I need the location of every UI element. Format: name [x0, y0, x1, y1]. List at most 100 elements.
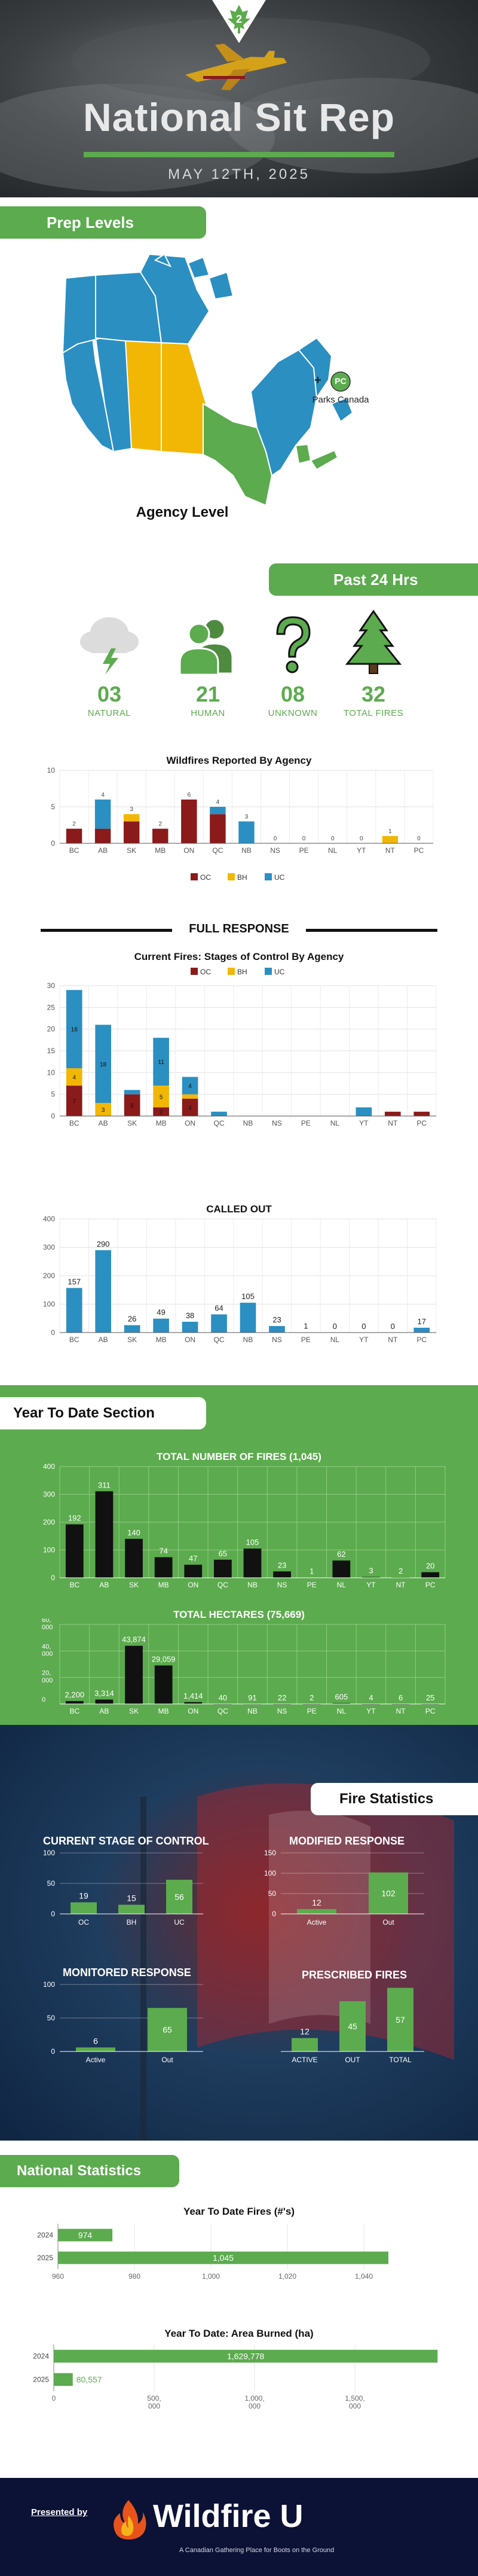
x-tick-label: PE: [299, 846, 309, 855]
x-tick-label: SK: [129, 1581, 139, 1589]
bar: [95, 1491, 114, 1578]
map-region-mb: [161, 342, 207, 456]
data-label: 45: [348, 2022, 357, 2031]
bar: [269, 1326, 285, 1333]
bar-segment-oc: [66, 1086, 82, 1116]
y-tick-label: 100: [43, 1546, 55, 1554]
x-tick-label: AB: [99, 1707, 109, 1715]
data-label: 22: [278, 1693, 286, 1702]
data-label: 0: [331, 836, 335, 842]
page-title: National Sit Rep: [82, 95, 396, 139]
bar: [148, 2008, 187, 2051]
x-tick-label: AB: [99, 1119, 108, 1127]
legend-label: BH: [237, 873, 247, 882]
bar: [153, 1318, 169, 1333]
legend-label: BH: [237, 968, 247, 976]
bar: [339, 2001, 366, 2051]
data-label: 0: [361, 1322, 366, 1331]
bar-segment-uc: [66, 990, 82, 1069]
data-label: 157: [68, 1277, 81, 1286]
x-tick-label: NT: [388, 1336, 398, 1344]
bar-segment-oc: [413, 1111, 430, 1116]
bar: [154, 1557, 173, 1578]
data-label: 2: [158, 821, 162, 828]
x-tick-label: MB: [158, 1581, 169, 1589]
data-label: 19: [79, 1891, 88, 1901]
bar: [71, 1902, 97, 1914]
data-label: 2: [310, 1693, 314, 1702]
x-tick-label: NT: [396, 1707, 406, 1715]
data-label: 56: [174, 1892, 184, 1901]
x-tick-label: ON: [188, 1707, 198, 1715]
data-label: 3: [369, 1566, 373, 1575]
x-tick-label: NS: [272, 1119, 282, 1127]
divider-left: [41, 929, 172, 932]
x-tick-label: NS: [270, 846, 280, 855]
data-label: 64: [215, 1304, 223, 1313]
bar: [95, 1699, 114, 1704]
data-label: 1: [310, 1567, 314, 1576]
ytd-fires-compare-title: Year To Date Fires (#'s): [183, 2206, 295, 2217]
data-label: 290: [97, 1239, 110, 1248]
data-label: 1,629,778: [227, 2352, 264, 2361]
y-tick-label: 200: [43, 1518, 55, 1526]
x-tick-label: PC: [425, 1707, 436, 1715]
bar: [369, 1872, 408, 1914]
data-label: 105: [246, 1538, 259, 1547]
y-tick-label: 0: [42, 1696, 45, 1703]
bar: [211, 1314, 227, 1333]
x-tick-label: YT: [357, 846, 366, 855]
x-tick-label: ACTIVE: [292, 2056, 317, 2064]
called-out-chart-title: CALLED OUT: [206, 1203, 272, 1215]
data-label: 0: [274, 836, 277, 842]
stages-chart-title: Current Fires: Stages of Control By Agen…: [134, 951, 344, 962]
x-tick-label: AB: [98, 846, 108, 855]
x-tick-label: PC: [416, 1336, 427, 1344]
parks-canada-label: Parks Canada: [312, 395, 369, 405]
pc-plus: +: [314, 374, 321, 387]
brand-name[interactable]: Wildfire U: [153, 2498, 304, 2534]
x-tick-label: OC: [78, 1918, 89, 1926]
x-tick-label: PC: [416, 1119, 427, 1127]
segment-label: 3: [102, 1107, 105, 1114]
x-tick-label: UC: [174, 1918, 185, 1926]
bar: [54, 2349, 438, 2363]
data-label: 38: [186, 1311, 194, 1320]
legend-swatch-oc: [191, 873, 198, 880]
bar: [387, 1987, 413, 2051]
y-tick-label: 0: [51, 1328, 55, 1337]
x-tick-label: NL: [337, 1581, 347, 1589]
maple-leaf-icon: [228, 5, 250, 33]
y-tick-label: 50: [47, 2014, 56, 2022]
x-tick-label: MB: [158, 1707, 169, 1715]
segment-label: 4: [72, 1075, 76, 1081]
x-tick-label: Active: [307, 1918, 327, 1926]
data-label: 0: [391, 1322, 395, 1331]
segment-label: 5: [130, 1103, 134, 1109]
segment-label: 2: [160, 1109, 163, 1116]
y-tick-label: 0: [272, 1910, 276, 1918]
fire-stats-tab: Fire Statistics: [311, 1783, 478, 1815]
data-label: 25: [426, 1693, 434, 1702]
data-label: 1,045: [213, 2253, 234, 2263]
y-tick-label: 10: [47, 1068, 56, 1077]
unknown-count: 08: [280, 682, 305, 706]
x-tick-label: NS: [277, 1581, 287, 1589]
bar-segment-oc: [66, 828, 82, 843]
stage-of-control-title: CURRENT STAGE OF CONTROL: [43, 1835, 209, 1847]
data-label: 65: [219, 1549, 227, 1558]
data-label: 65: [163, 2025, 172, 2035]
x-tick-label: 980: [128, 2272, 140, 2281]
x-tick-label: YT: [359, 1119, 369, 1127]
x-tick-label: ON: [183, 846, 194, 855]
data-label: 0: [333, 1322, 337, 1331]
bar-segment-uc: [210, 807, 226, 815]
x-tick-label: BH: [127, 1918, 137, 1926]
past-24-hrs-tab: Past 24 Hrs: [269, 563, 478, 596]
data-label: 6: [188, 792, 191, 798]
data-label: 3: [130, 806, 133, 813]
modified-response-chart: 0 50 100 150 12 Active 102 Out: [264, 1849, 424, 1926]
data-label: 74: [159, 1547, 167, 1556]
x-tick-label: PC: [414, 846, 424, 855]
data-label: 0: [302, 836, 306, 842]
